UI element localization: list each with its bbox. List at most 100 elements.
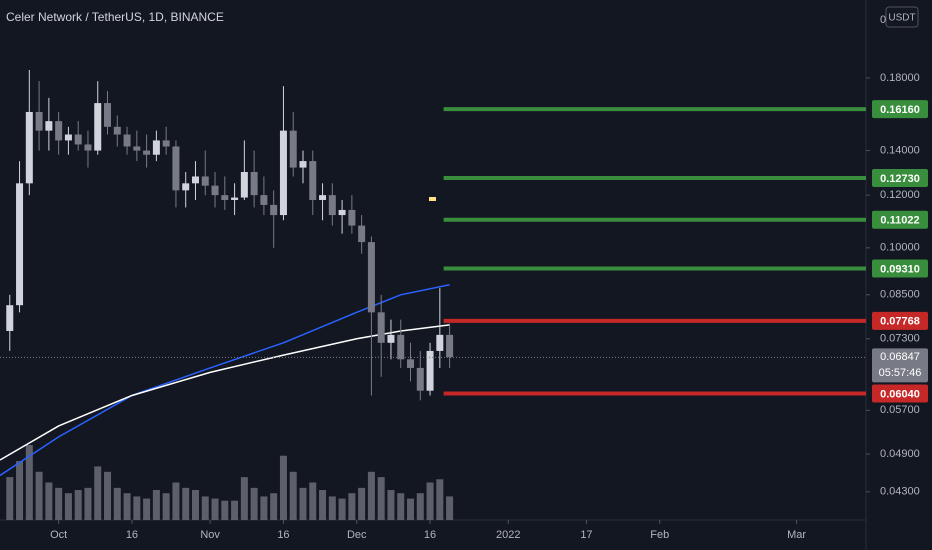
volume-bar xyxy=(397,493,405,520)
x-tick-label: 2022 xyxy=(496,529,520,541)
volume-bar xyxy=(104,471,112,520)
volume-bar xyxy=(319,490,327,520)
volume-bar xyxy=(45,482,53,520)
y-tick-label: 0.10000 xyxy=(880,242,920,254)
level-label-box xyxy=(872,384,928,403)
volume-bar xyxy=(25,445,33,520)
candle-body xyxy=(123,134,131,147)
volume-bar xyxy=(162,493,170,520)
level-label: 0.07768 xyxy=(880,316,920,328)
clipped-tick: 0 xyxy=(880,14,886,26)
candle-body xyxy=(133,146,141,151)
candle-body xyxy=(260,195,268,205)
moving-average xyxy=(0,324,450,461)
candle-body xyxy=(6,305,14,331)
volume-bar xyxy=(55,487,63,520)
countdown: 05:57:46 xyxy=(879,367,922,379)
x-tick-label: Mar xyxy=(787,529,806,541)
candle-body xyxy=(338,209,346,216)
candle-body xyxy=(328,195,336,216)
volume-bar xyxy=(231,500,239,520)
x-tick-label: 16 xyxy=(126,529,138,541)
candle-body xyxy=(172,146,180,191)
candle-body xyxy=(64,134,72,141)
volume-bar xyxy=(260,496,268,520)
level-label: 0.11022 xyxy=(880,215,919,227)
candle-body xyxy=(319,195,327,200)
candle-body xyxy=(397,334,405,360)
candle-body xyxy=(367,242,375,313)
candle-body xyxy=(16,183,24,306)
volume-bar xyxy=(387,490,395,520)
y-tick-label: 0.07300 xyxy=(880,333,920,345)
candle-body xyxy=(279,130,287,216)
volume-bar xyxy=(211,498,219,520)
candle-body xyxy=(55,121,63,141)
candle-body xyxy=(240,171,248,198)
y-tick-label: 0.08500 xyxy=(880,289,920,301)
candle-body xyxy=(426,350,434,391)
volume-bar xyxy=(279,455,287,520)
volume-bar xyxy=(74,490,82,520)
chart-title: Celer Network / TetherUS, 1D, BINANCE xyxy=(6,10,224,24)
candle-body xyxy=(416,367,424,391)
currency[interactable]: USDT xyxy=(888,13,915,24)
volume-bar xyxy=(299,487,307,520)
volume-bar xyxy=(377,477,385,520)
volume-bar xyxy=(348,493,356,520)
candle-body xyxy=(446,334,454,358)
candle-body xyxy=(74,134,82,145)
candle-body xyxy=(348,209,356,226)
volume-bar xyxy=(221,500,229,520)
volume-bar xyxy=(143,498,151,520)
candle-body xyxy=(358,225,366,243)
volume-bar xyxy=(113,487,121,520)
currency-box[interactable] xyxy=(885,6,919,28)
level-label: 0.09310 xyxy=(880,263,920,275)
candle-body xyxy=(84,144,92,151)
volume-bar xyxy=(201,496,209,520)
volume-bar xyxy=(358,487,366,520)
candle-body xyxy=(387,334,395,343)
volume-bar xyxy=(123,493,131,520)
volume-bar xyxy=(64,493,72,520)
candle-body xyxy=(25,111,33,184)
level-label: 0.12730 xyxy=(880,173,920,185)
candle-body xyxy=(191,176,199,184)
last-price-label: 0.06847 xyxy=(880,351,920,363)
volume-bar xyxy=(309,482,317,520)
volume-bar xyxy=(84,487,92,520)
candle-body xyxy=(143,150,151,155)
volume-bar xyxy=(426,482,434,520)
volume-bar xyxy=(446,496,454,520)
candle-body xyxy=(270,204,278,216)
volume-bar xyxy=(191,490,199,520)
level-label-box xyxy=(872,169,928,188)
volume-bar xyxy=(152,490,160,520)
level-label: 0.06040 xyxy=(880,388,920,400)
marker xyxy=(429,197,436,201)
level-label-box xyxy=(872,311,928,330)
volume-bar xyxy=(6,477,14,520)
volume-bar xyxy=(35,471,43,520)
candle-body xyxy=(162,140,170,147)
candle-body xyxy=(104,103,112,127)
volume-bar xyxy=(289,471,297,520)
level-label-box xyxy=(872,100,928,119)
y-tick-label: 0.14000 xyxy=(880,144,920,156)
candle-body xyxy=(113,126,121,135)
candle-body xyxy=(152,140,160,155)
x-tick-label: Dec xyxy=(347,529,367,541)
y-tick-label: 0.04900 xyxy=(880,448,920,460)
last-price-box xyxy=(872,348,928,383)
y-tick-label: 0.18000 xyxy=(880,72,920,84)
x-tick-label: 16 xyxy=(277,529,289,541)
level-label-box xyxy=(872,210,928,229)
volume-bar xyxy=(416,493,424,520)
volume-bar xyxy=(182,487,190,520)
volume-bar xyxy=(436,479,444,520)
candle-body xyxy=(377,312,385,343)
